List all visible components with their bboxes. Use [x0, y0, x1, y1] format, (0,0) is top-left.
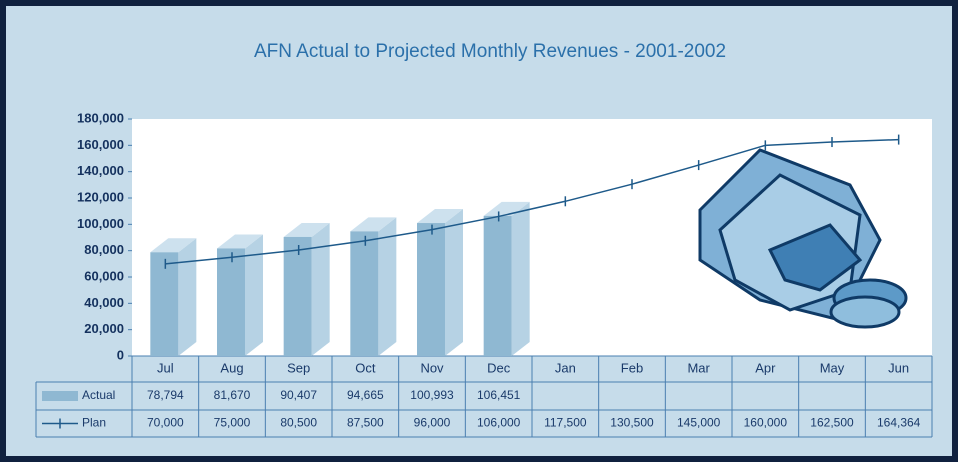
x-tick-label: Apr: [755, 360, 776, 375]
bar: [350, 231, 379, 356]
legend-swatch: [42, 391, 78, 401]
y-tick-label: 100,000: [77, 216, 124, 231]
bar: [283, 236, 312, 356]
bar-top: [417, 209, 463, 224]
y-tick-label: 60,000: [84, 268, 124, 283]
table-value: 106,451: [477, 388, 521, 402]
x-tick-label: Sep: [287, 360, 310, 375]
bar-top: [350, 217, 397, 232]
x-tick-label: Aug: [220, 360, 243, 375]
table-value: 96,000: [414, 416, 451, 430]
y-tick-label: 180,000: [77, 110, 124, 125]
chart-title: AFN Actual to Projected Monthly Revenues…: [254, 41, 726, 62]
y-tick-label: 0: [117, 347, 124, 362]
table-value: 87,500: [347, 416, 384, 430]
y-tick-label: 20,000: [84, 321, 124, 336]
table-value: 78,794: [147, 388, 184, 402]
table-value: 106,000: [477, 416, 521, 430]
x-tick-label: Nov: [420, 360, 444, 375]
bar-top: [150, 238, 197, 253]
bar: [150, 252, 179, 356]
table-value: 130,500: [610, 416, 654, 430]
bar-side: [378, 217, 397, 356]
x-tick-label: Feb: [621, 360, 643, 375]
x-tick-label: Oct: [355, 360, 376, 375]
bar-side: [245, 234, 263, 356]
table-value: 80,500: [280, 416, 317, 430]
x-tick-label: Jul: [157, 360, 174, 375]
y-tick-label: 40,000: [84, 295, 124, 310]
table-value: 81,670: [214, 388, 251, 402]
y-tick-label: 120,000: [77, 189, 124, 204]
bar-top: [217, 234, 263, 249]
x-tick-label: May: [820, 360, 845, 375]
bar-side: [511, 201, 530, 356]
y-tick-label: 160,000: [77, 137, 124, 152]
table-value: 94,665: [347, 388, 384, 402]
x-tick-label: Mar: [687, 360, 710, 375]
bar-side: [178, 238, 197, 356]
money-clipart: [698, 148, 908, 329]
bar-top: [483, 201, 530, 216]
x-tick-label: Jun: [888, 360, 909, 375]
legend-label: Actual: [82, 388, 115, 402]
table-value: 70,000: [147, 416, 184, 430]
table-value: 164,364: [877, 416, 921, 430]
bar: [417, 223, 445, 356]
table-value: 160,000: [744, 416, 788, 430]
table-value: 75,000: [214, 416, 251, 430]
x-tick-label: Jan: [555, 360, 576, 375]
bar-side: [445, 209, 463, 356]
bar: [483, 215, 512, 356]
table-value: 117,500: [544, 416, 587, 430]
bar: [217, 248, 245, 356]
y-tick-label: 80,000: [84, 242, 124, 257]
table-value: 90,407: [280, 388, 317, 402]
x-tick-label: Dec: [487, 360, 511, 375]
table-value: 162,500: [810, 416, 854, 430]
bar-side: [311, 222, 330, 356]
table-value: 145,000: [677, 416, 721, 430]
table-value: 100,993: [410, 388, 454, 402]
bar-top: [283, 222, 330, 237]
legend-label: Plan: [82, 416, 106, 430]
plan-line: [165, 138, 899, 265]
y-tick-label: 140,000: [77, 163, 124, 178]
